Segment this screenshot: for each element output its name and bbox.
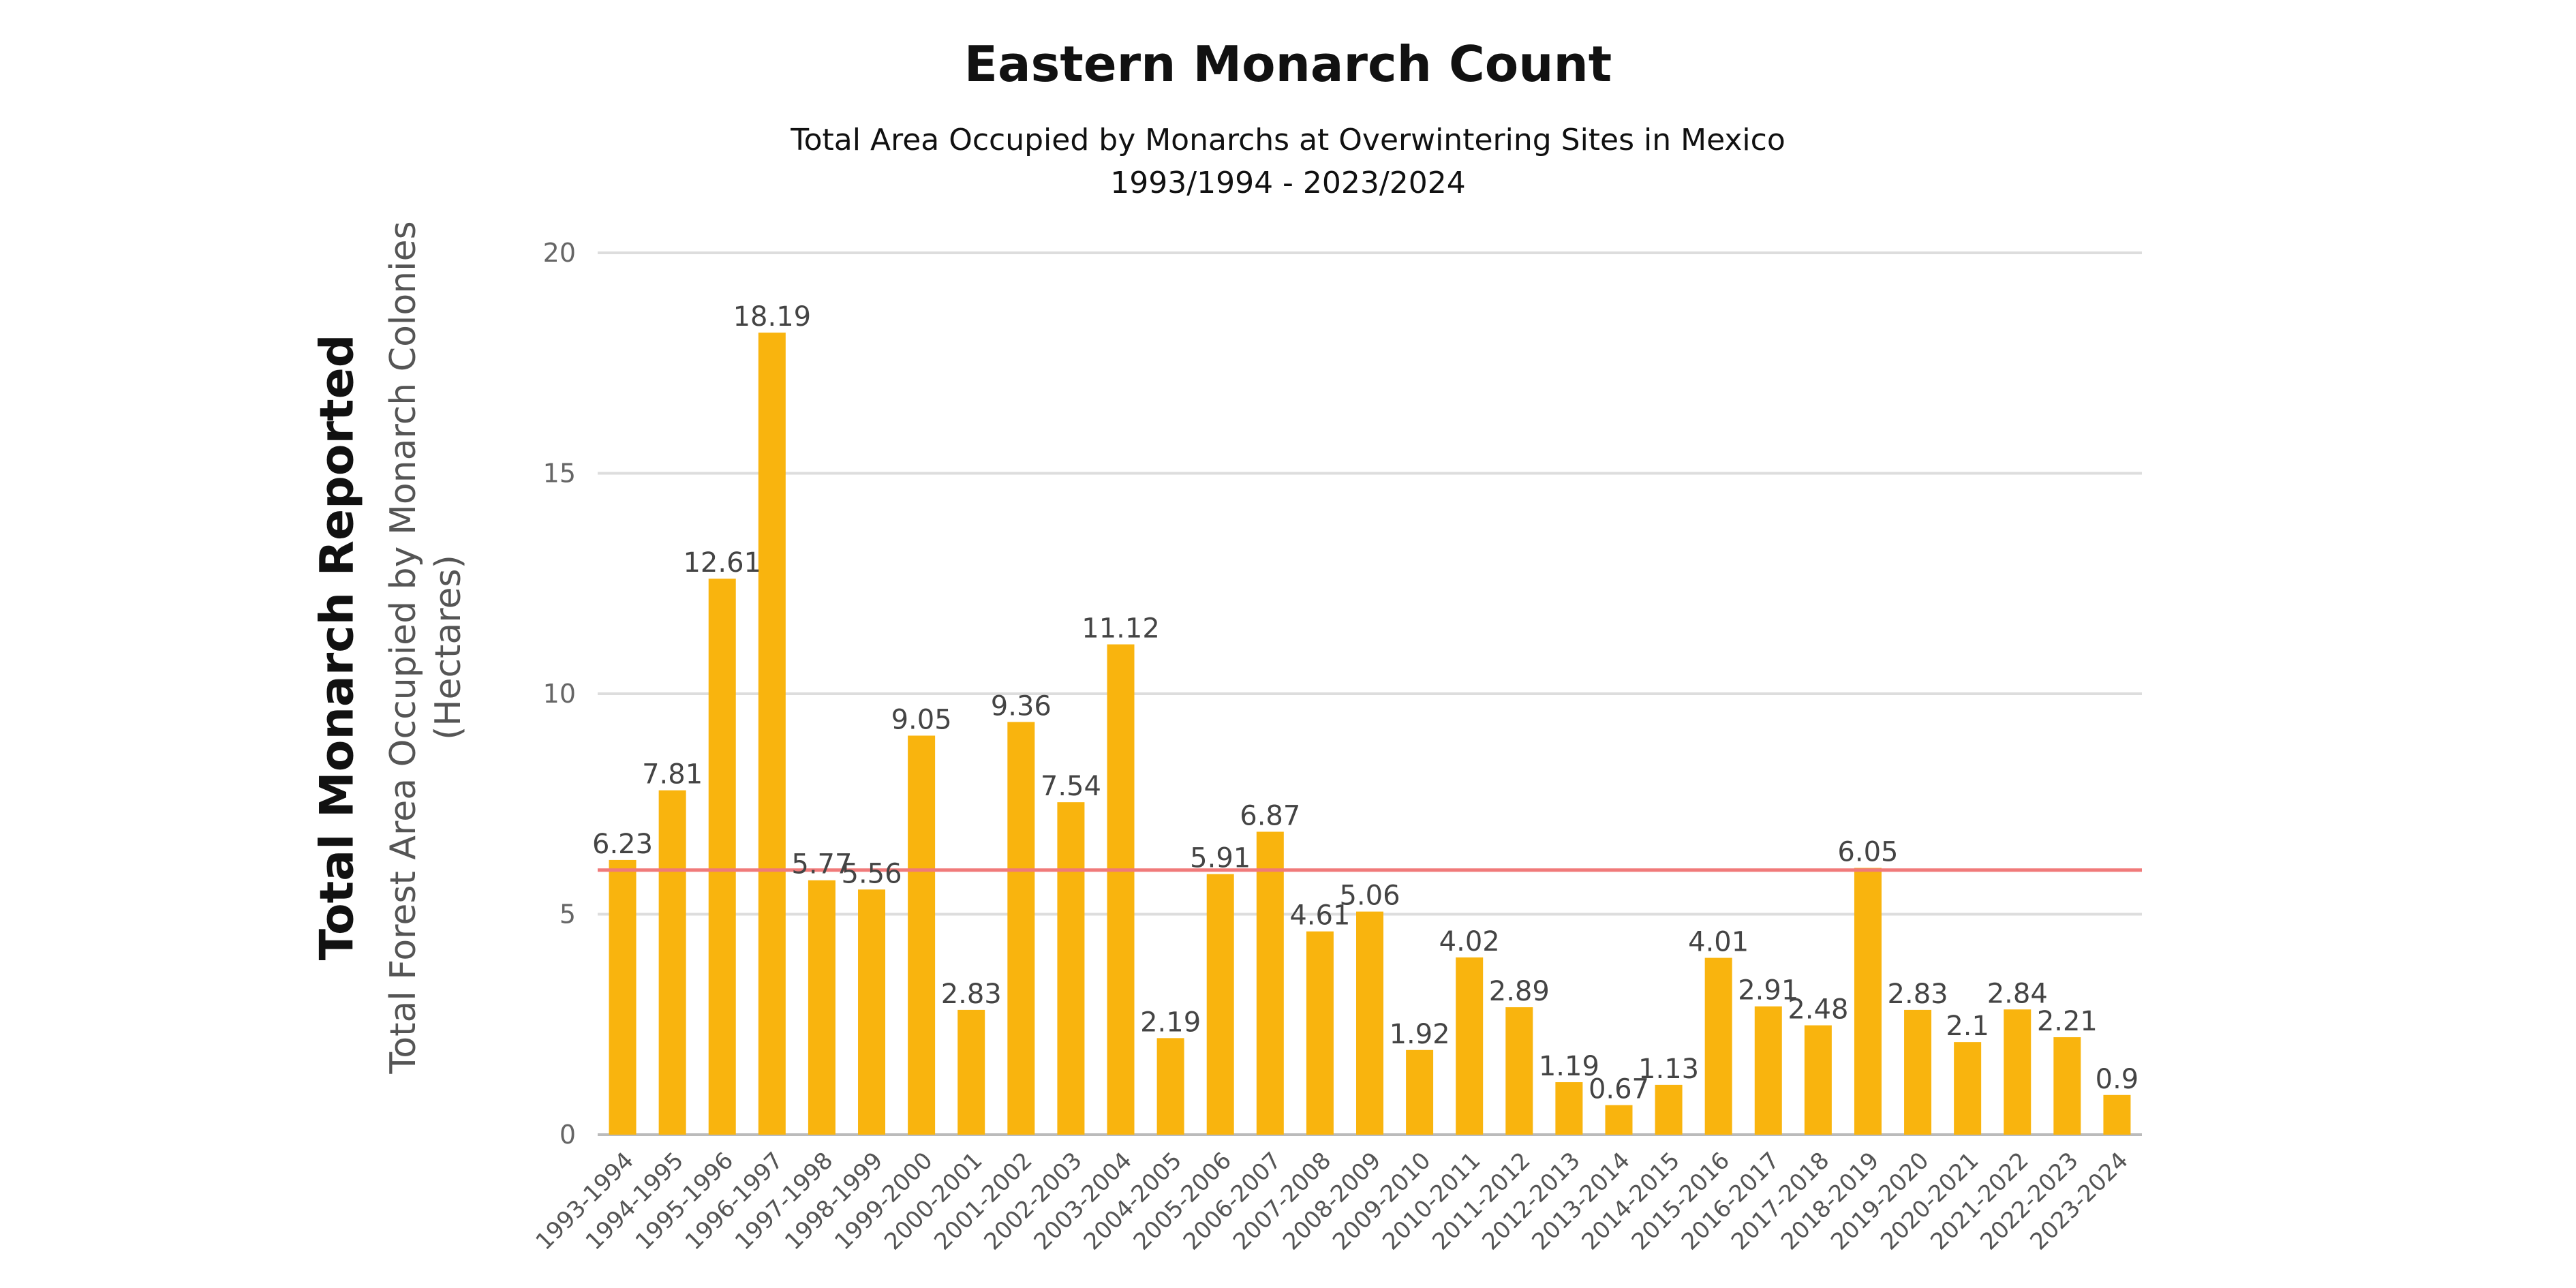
data-label: 11.12 [1082,613,1160,645]
data-label: 6.23 [592,829,653,860]
bar [1555,1082,1583,1135]
data-label: 1.13 [1638,1054,1699,1085]
bar [858,889,886,1135]
data-label: 6.05 [1837,837,1898,868]
y-tick-label: 15 [543,459,576,489]
data-labels: 6.23 7.81 12.61 18.19 5.775.56 9.05 2.83 9.36 7.… [592,301,2138,1105]
bar [957,1009,985,1135]
bar [1156,1038,1184,1135]
bar [1804,1025,1832,1135]
bar [1406,1049,1434,1135]
y-tick-label: 5 [559,900,576,930]
data-label: 5.91 [1190,843,1251,874]
bar [2053,1037,2081,1135]
bar [1256,831,1284,1135]
bar [1107,644,1135,1135]
bar [708,579,736,1135]
bar [658,790,686,1135]
data-label: 5.06 [1339,880,1400,912]
chart-date-range: 1993/1994 - 2023/2024 [1110,166,1466,200]
chart-subtitle: Total Area Occupied by Monarchs at Overw… [791,123,1785,157]
y-tick-label: 0 [559,1120,576,1150]
data-label: 4.01 [1688,927,1749,958]
bar [1854,868,1882,1135]
bar [1306,931,1334,1135]
data-label: 7.54 [1041,771,1101,802]
gridlines [598,251,2142,1136]
bar [1206,874,1234,1135]
data-label: 9.05 [891,704,952,735]
bar [1456,957,1484,1135]
y-tick-label: 10 [543,679,576,709]
data-label: 9.36 [991,690,1052,722]
bar [1754,1006,1782,1135]
bars [609,333,2131,1135]
data-label: 2.83 [941,979,1002,1010]
bar [808,880,835,1135]
data-label: 2.89 [1489,976,1550,1007]
data-label: 2.83 [1888,979,1948,1010]
bar [1704,957,1732,1135]
data-label: 5.56 [842,858,902,889]
data-label: 6.87 [1240,801,1300,832]
data-label: 1.19 [1539,1051,1599,1082]
bar [1505,1007,1533,1135]
bar [758,333,786,1135]
data-label: 0.9 [2096,1064,2139,1095]
chart-title: Eastern Monarch Count [964,35,1612,93]
data-label: 4.02 [1439,926,1500,957]
data-label: 1.92 [1390,1019,1450,1050]
bar [1655,1084,1683,1135]
data-label: 4.61 [1289,900,1350,932]
bar [609,859,637,1135]
bar [1057,802,1085,1135]
data-label: 7.81 [642,759,703,791]
x-axis-ticks: 1993-19941994-19951995-19961996-19971997… [531,1147,2134,1255]
y-tick-label: 20 [543,238,576,268]
bar [2004,1009,2031,1135]
data-label: 2.91 [1738,975,1798,1007]
bar [2103,1094,2131,1135]
data-label: 2.19 [1140,1007,1201,1038]
bar [1904,1009,1932,1135]
bar [1954,1042,1982,1135]
data-label: 2.1 [1946,1011,1989,1042]
data-label: 18.19 [733,301,812,333]
bar [1605,1105,1633,1135]
bar [1356,911,1383,1135]
bar [1007,722,1035,1135]
data-label: 12.61 [683,547,761,579]
y-axis-ticks: 0 5 10 15 20 [543,238,576,1150]
data-label: 0.67 [1589,1074,1649,1105]
data-label: 2.84 [1987,978,2048,1009]
bar [908,735,936,1135]
data-label: 2.21 [2037,1006,2098,1037]
data-label: 2.48 [1788,994,1848,1026]
data-label: 5.77 [791,849,852,880]
